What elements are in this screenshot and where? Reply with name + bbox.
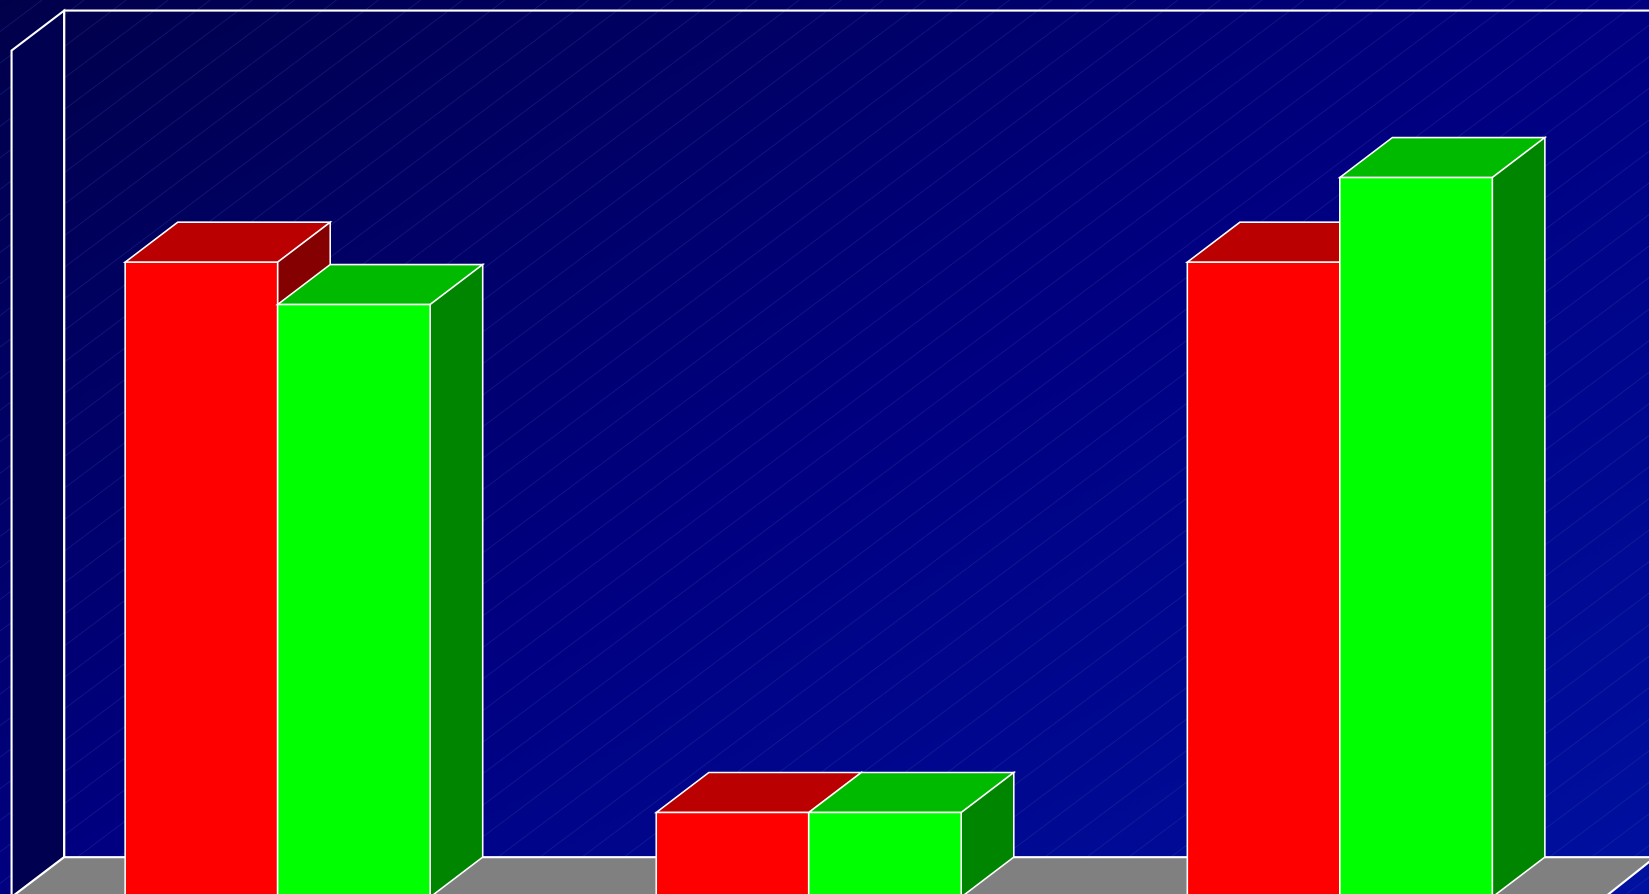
bar xyxy=(124,261,279,894)
bar xyxy=(655,811,810,894)
bar xyxy=(1186,261,1341,894)
bar-side xyxy=(1491,135,1546,894)
side-wall xyxy=(10,8,66,894)
bar xyxy=(276,303,431,894)
back-wall xyxy=(63,9,1649,858)
bar-side xyxy=(429,262,484,894)
bar xyxy=(1339,176,1494,894)
bar xyxy=(807,811,963,894)
